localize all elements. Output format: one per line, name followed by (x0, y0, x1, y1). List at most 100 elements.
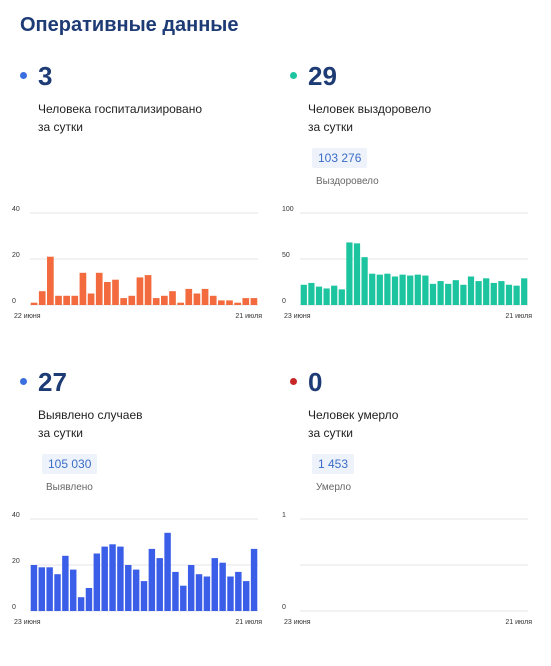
y-tick-label: 40 (12, 512, 20, 519)
bar (234, 302, 241, 305)
bar-chart: 0 50 100 23 июня 21 июля (282, 206, 532, 320)
bar (47, 256, 54, 305)
bar (172, 571, 179, 611)
panel-label: Человек выздоровело за сутки (308, 100, 508, 136)
bar (187, 565, 195, 611)
bar (180, 585, 187, 611)
bar (77, 597, 85, 611)
bar (55, 295, 62, 305)
label-line1: Выявлено случаев (38, 408, 143, 422)
y-tick-label: 20 (12, 252, 20, 259)
panel-label: Выявлено случаев за сутки (38, 406, 238, 442)
bar (218, 300, 225, 305)
bar (460, 284, 467, 305)
page-title: Оперативные данные (20, 14, 239, 36)
y-tick-label: 0 (12, 298, 16, 305)
bar (152, 298, 160, 305)
bar (505, 284, 513, 305)
bar (193, 293, 201, 305)
bar (490, 282, 497, 305)
bar (54, 574, 61, 611)
indicator-dot (20, 378, 27, 385)
bar (109, 544, 116, 611)
y-tick-label: 1 (282, 512, 286, 519)
bar (250, 548, 258, 611)
indicator-dot (290, 72, 297, 79)
bar (521, 278, 528, 305)
total-badge: 103 276 (312, 148, 368, 168)
bar (242, 581, 250, 611)
bar (104, 282, 111, 305)
big-number: 0 (308, 367, 323, 397)
bar (120, 298, 127, 305)
bar (79, 272, 87, 305)
bar (483, 278, 490, 305)
label-line2: за сутки (308, 426, 353, 440)
bar (132, 569, 140, 611)
bar (125, 565, 132, 611)
bar (156, 558, 163, 611)
total-label: Выявлено (46, 482, 93, 493)
bar (46, 567, 53, 611)
big-number: 27 (38, 367, 67, 397)
bar (437, 281, 444, 305)
bar (391, 276, 399, 305)
bar (177, 302, 184, 305)
bar (429, 283, 437, 305)
bar (148, 548, 156, 611)
total-label: Выздоровело (316, 176, 379, 187)
bar (219, 562, 226, 611)
indicator-dot (20, 72, 27, 79)
bar (300, 284, 307, 305)
bar (62, 555, 69, 611)
bar-chart: 0 1 23 июня 21 июля (282, 512, 532, 626)
x-label-end: 21 июля (235, 313, 262, 320)
panel-label: Человек умерло за сутки (308, 406, 508, 442)
bar (226, 300, 233, 305)
bar (369, 273, 376, 305)
bar (227, 576, 234, 611)
big-number: 29 (308, 61, 337, 91)
bar (93, 553, 101, 611)
bar (235, 571, 242, 611)
bar (445, 283, 452, 305)
bar (117, 546, 124, 611)
bar (195, 574, 203, 611)
panel-deaths: 0 Человек умерло за сутки 1 453 Умерло 0… (280, 366, 540, 666)
bar (30, 565, 38, 611)
total-badge: 105 030 (42, 454, 98, 474)
x-label-start: 23 июня (284, 619, 311, 626)
label-line1: Человека госпитализировано (38, 102, 203, 116)
bar (353, 243, 361, 305)
bar (164, 532, 171, 611)
bar (323, 288, 330, 305)
bar (422, 275, 429, 305)
total-badge: 1 453 (312, 454, 355, 474)
bar (85, 588, 93, 611)
panel-hospitalized: 3 Человека госпитализировано за сутки 0 2… (10, 60, 270, 360)
bar (185, 288, 193, 305)
bar (63, 295, 70, 305)
x-label-end: 21 июля (235, 619, 262, 626)
bar (384, 273, 391, 305)
bar (498, 281, 505, 305)
bar (71, 295, 79, 305)
y-tick-label: 0 (12, 604, 16, 611)
x-label-start: 23 июня (284, 313, 311, 320)
bar (315, 286, 323, 305)
panel-recovered: 29 Человек выздоровело за сутки 103 276 … (280, 60, 540, 360)
y-tick-label: 50 (282, 252, 290, 259)
label-line1: Человек выздоровело (308, 102, 432, 116)
bar (250, 298, 258, 305)
bar (136, 277, 144, 305)
bar (101, 546, 108, 611)
label-line2: за сутки (38, 120, 83, 134)
y-tick-label: 20 (12, 558, 20, 565)
panel-label: Человека госпитализировано за сутки (38, 100, 238, 136)
bar (331, 285, 338, 305)
bar (361, 257, 368, 305)
bar-chart: 0 20 40 23 июня 21 июля (12, 512, 262, 626)
y-tick-label: 40 (12, 206, 20, 213)
bar (38, 291, 46, 305)
bar-chart: 0 20 40 22 июня 21 июля (12, 206, 262, 320)
